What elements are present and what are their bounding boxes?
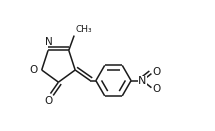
Text: O: O <box>45 96 53 106</box>
Text: N: N <box>45 37 52 47</box>
Text: O: O <box>29 65 38 75</box>
Text: CH₃: CH₃ <box>75 25 92 34</box>
Text: O: O <box>152 84 160 94</box>
Text: O: O <box>152 67 160 77</box>
Text: N: N <box>138 76 147 86</box>
